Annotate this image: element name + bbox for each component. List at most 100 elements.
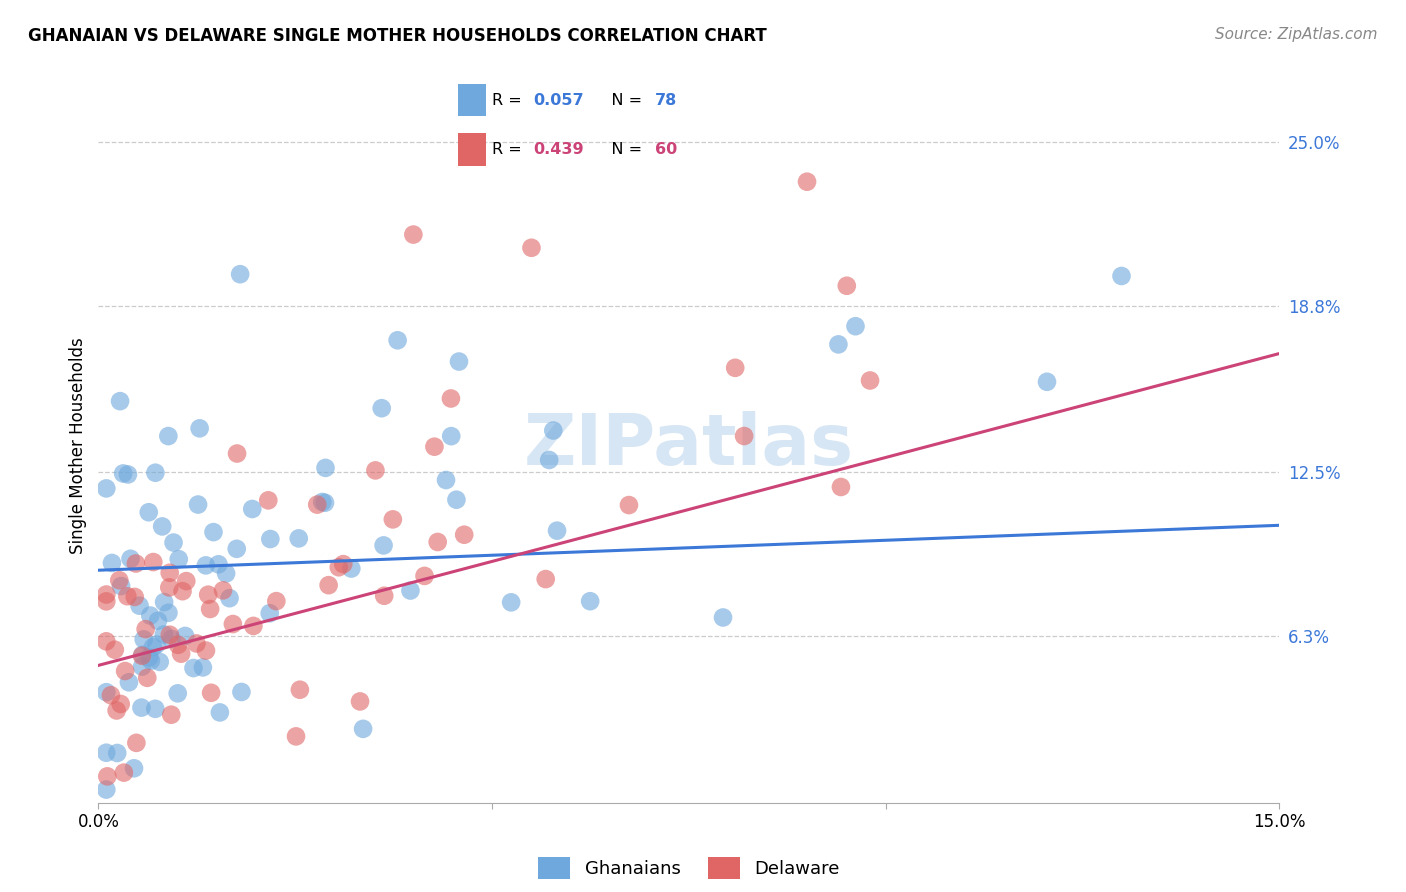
Point [332,557,354,571]
Point [796,175,818,189]
Point [143,702,166,716]
Point [124,590,146,604]
Point [172,584,194,599]
Point [183,661,205,675]
Point [139,608,162,623]
Point [159,566,181,580]
Point [198,602,221,616]
Point [122,761,145,775]
Point [314,496,336,510]
Point [543,424,565,438]
Point [197,588,219,602]
Point [101,556,124,570]
Point [174,629,197,643]
Bar [458,84,486,116]
Point [96,782,118,797]
Point [724,360,747,375]
Point [149,655,172,669]
Point [287,532,309,546]
Point [446,492,468,507]
Bar [458,134,486,166]
Point [167,638,190,652]
Point [153,627,176,641]
Text: N =: N = [596,93,647,108]
Point [453,527,475,541]
Point [108,574,131,588]
Point [142,640,165,654]
Point [1111,268,1133,283]
Point [146,614,169,628]
Point [288,682,311,697]
Point [112,765,135,780]
Point [207,558,229,572]
Point [105,703,128,717]
Point [364,463,387,477]
Point [160,707,183,722]
Point [108,394,131,409]
Point [212,583,235,598]
Legend: Ghanaians, Delaware: Ghanaians, Delaware [530,850,848,887]
Point [546,524,568,538]
Point [520,241,543,255]
Point [162,535,184,549]
Point [830,480,852,494]
Point [150,519,173,533]
Point [328,560,350,574]
Point [1036,375,1059,389]
Point [399,583,422,598]
Point [844,319,866,334]
Point [187,498,209,512]
Point [266,594,288,608]
Point [534,572,557,586]
Point [96,769,118,783]
Point [188,421,211,435]
Point [138,650,160,665]
Point [142,555,165,569]
Point [215,566,238,581]
Point [96,746,118,760]
Point [434,473,457,487]
Point [194,558,217,573]
Point [311,495,333,509]
Text: R =: R = [492,93,527,108]
Point [194,643,217,657]
Point [117,467,139,482]
Point [579,594,602,608]
Point [318,578,340,592]
Point [145,466,167,480]
Point [160,632,183,646]
Point [370,401,392,416]
Point [218,591,240,606]
Point [157,429,180,443]
Point [231,685,253,699]
Point [617,498,640,512]
Point [402,227,425,242]
Point [315,461,337,475]
Point [413,569,436,583]
Point [159,628,181,642]
Text: Source: ZipAtlas.com: Source: ZipAtlas.com [1215,27,1378,42]
Point [447,354,470,368]
Text: R =: R = [492,142,527,157]
Point [145,638,167,652]
Point [440,429,463,443]
Point [426,535,449,549]
Point [170,647,193,661]
Point [501,595,523,609]
Point [440,392,463,406]
Point [373,538,395,552]
Point [307,498,329,512]
Point [125,557,148,571]
Point [229,267,252,281]
Text: N =: N = [596,142,647,157]
Point [827,337,849,351]
Point [105,746,128,760]
Point [202,525,225,540]
Point [538,453,561,467]
Point [112,467,135,481]
Point [117,589,139,603]
Point [96,685,118,699]
Point [138,505,160,519]
Point [118,675,141,690]
Point [222,617,245,632]
